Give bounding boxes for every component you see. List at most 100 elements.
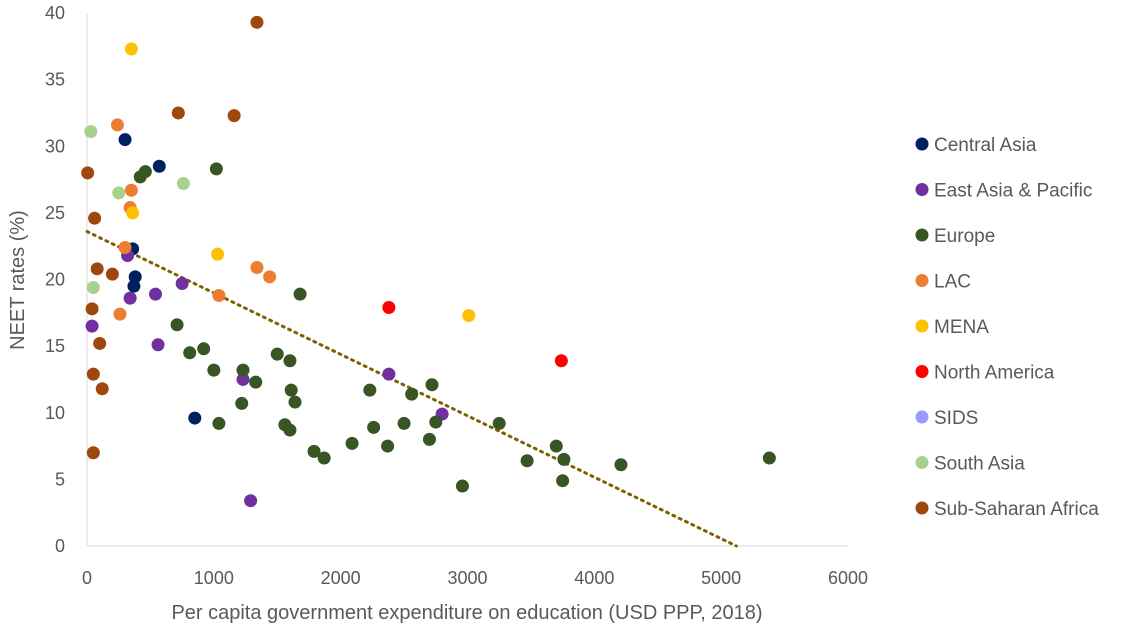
- legend-label: Europe: [934, 226, 995, 247]
- y-tick-label: 30: [45, 136, 65, 156]
- legend-marker: [915, 410, 929, 424]
- y-tick-label: 10: [45, 403, 65, 423]
- trendline: [85, 230, 738, 548]
- data-point: [212, 288, 226, 302]
- y-tick-label: 20: [45, 270, 65, 290]
- legend-label: North America: [934, 363, 1055, 384]
- data-point: [124, 183, 138, 197]
- x-tick-label: 4000: [574, 568, 614, 588]
- data-point: [762, 451, 776, 465]
- y-axis-title: NEET rates (%): [7, 210, 29, 350]
- data-point: [382, 300, 396, 314]
- data-point: [397, 416, 411, 430]
- y-tick-label: 25: [45, 203, 65, 223]
- data-point: [152, 159, 166, 173]
- y-tick-label: 15: [45, 336, 65, 356]
- data-point: [170, 318, 184, 332]
- legend-label: Sub-Saharan Africa: [934, 499, 1099, 520]
- data-point: [93, 336, 107, 350]
- legend-item: East Asia & Pacific: [915, 181, 1092, 202]
- data-point: [236, 363, 250, 377]
- legend-label: South Asia: [934, 454, 1025, 475]
- data-point: [123, 291, 137, 305]
- data-point: [367, 420, 381, 434]
- data-point: [283, 354, 297, 368]
- data-point: [270, 347, 284, 361]
- data-point: [557, 452, 571, 466]
- data-point: [345, 436, 359, 450]
- data-point: [614, 458, 628, 472]
- legend-marker: [915, 137, 929, 151]
- data-point: [175, 276, 189, 290]
- data-point: [90, 262, 104, 276]
- data-point: [110, 118, 124, 132]
- data-point: [284, 383, 298, 397]
- data-point: [425, 378, 439, 392]
- data-point: [188, 411, 202, 425]
- legend-item: South Asia: [915, 454, 1025, 475]
- data-point: [85, 302, 99, 316]
- legend-item: Central Asia: [915, 135, 1037, 156]
- data-point: [151, 338, 165, 352]
- data-point: [118, 241, 132, 255]
- data-point: [422, 432, 436, 446]
- data-point: [250, 15, 264, 29]
- data-point: [382, 367, 396, 381]
- data-point: [138, 165, 152, 179]
- legend-marker: [915, 365, 929, 378]
- legend-marker: [915, 274, 929, 287]
- legend-item: LAC: [915, 272, 971, 293]
- y-tick-label: 40: [45, 3, 65, 23]
- x-tick-labels: 0 1000 2000 3000 4000 5000 6000: [82, 568, 868, 588]
- trendline-group: [85, 230, 738, 548]
- data-point: [212, 416, 226, 430]
- data-point: [118, 133, 132, 147]
- data-point: [112, 186, 126, 200]
- data-point: [88, 211, 102, 225]
- data-point: [176, 177, 190, 191]
- legend-label: SIDS: [934, 408, 978, 429]
- data-point: [556, 474, 570, 488]
- data-point: [381, 439, 395, 453]
- data-point: [86, 367, 100, 381]
- legend-label: Central Asia: [934, 135, 1037, 156]
- y-tick-label: 5: [55, 469, 65, 489]
- legend-label: East Asia & Pacific: [934, 181, 1092, 202]
- y-tick-label: 35: [45, 70, 65, 90]
- data-point: [81, 166, 95, 180]
- data-point: [520, 454, 534, 468]
- legend-marker: [915, 319, 929, 333]
- data-point: [197, 342, 211, 356]
- legend-marker: [915, 456, 929, 469]
- legend-marker: [915, 183, 929, 196]
- data-point: [462, 308, 476, 322]
- data-point: [317, 451, 331, 465]
- data-point: [148, 287, 162, 301]
- y-tick-label: 0: [55, 536, 65, 556]
- data-point: [85, 319, 99, 333]
- data-point: [211, 247, 225, 261]
- legend-item: SIDS: [915, 408, 978, 429]
- legend: Central Asia East Asia & Pacific Europe LAC…: [915, 135, 1099, 520]
- data-point: [124, 42, 138, 56]
- data-point: [283, 423, 297, 437]
- legend-marker: [915, 501, 929, 515]
- legend-label: MENA: [934, 317, 989, 338]
- data-point: [207, 363, 221, 377]
- data-point: [405, 387, 419, 401]
- legend-item: MENA: [915, 317, 989, 338]
- data-point: [249, 375, 263, 389]
- data-point: [307, 444, 321, 458]
- data-point: [183, 346, 197, 360]
- data-point: [127, 279, 141, 293]
- data-point: [263, 270, 277, 284]
- data-point: [227, 109, 241, 123]
- x-tick-label: 6000: [828, 568, 868, 588]
- data-point: [549, 439, 563, 453]
- legend-label: LAC: [934, 272, 971, 293]
- data-point: [209, 162, 223, 176]
- data-point: [171, 106, 185, 120]
- data-point: [250, 261, 264, 275]
- x-tick-label: 1000: [194, 568, 234, 588]
